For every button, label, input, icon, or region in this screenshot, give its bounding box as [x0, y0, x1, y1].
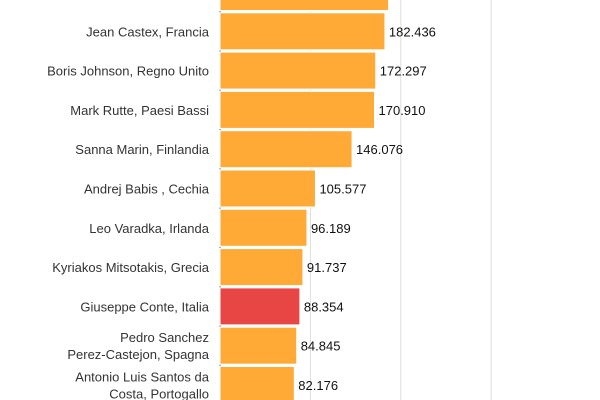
bar [219, 248, 304, 287]
category-label: Kyriakos Mitsotakis, Grecia [52, 260, 210, 275]
bars [219, 0, 390, 400]
category-labels: Jean Castex, Francia Boris Johnson, Regno… [47, 24, 210, 400]
bar-value-label: 182.436 [389, 24, 436, 39]
bar-value-label: 84.845 [301, 339, 341, 354]
bar-value-label: 105.577 [319, 182, 366, 197]
bar-highlight [219, 287, 301, 326]
bar [219, 90, 376, 129]
bar-value-label: 146.076 [356, 142, 403, 157]
bar [219, 208, 308, 247]
bar-value-label: 172.297 [380, 64, 427, 79]
bar [219, 366, 295, 400]
category-label: Sanna Marin, Finlandia [75, 142, 209, 157]
bar [219, 51, 377, 90]
value-labels: 182.436 172.297 170.910 146.076 105.577 96.18… [298, 24, 436, 393]
category-label: Mark Rutte, Paesi Bassi [70, 103, 209, 118]
bar [219, 0, 390, 11]
category-label: Pedro Sanchez Perez-Castejon, Spagna [67, 330, 209, 362]
bar-value-label: 96.189 [311, 221, 351, 236]
bar [219, 326, 298, 365]
category-label: Boris Johnson, Regno Unito [47, 64, 209, 79]
bar-value-label: 170.910 [379, 103, 426, 118]
category-label: Andrej Babis , Cechia [84, 182, 210, 197]
bar [219, 12, 386, 51]
bar-value-label: 91.737 [307, 260, 347, 275]
bar-value-label: 82.176 [298, 378, 338, 393]
category-label: Giuseppe Conte, Italia [80, 299, 209, 314]
category-label: Leo Varadka, Irlanda [89, 221, 209, 236]
bar [219, 169, 316, 208]
bar-value-label: 88.354 [304, 299, 344, 314]
bar [219, 130, 353, 169]
category-label: Jean Castex, Francia [86, 24, 210, 39]
category-label: Antonio Luis Santos da Costa, Portogallo [75, 370, 209, 400]
